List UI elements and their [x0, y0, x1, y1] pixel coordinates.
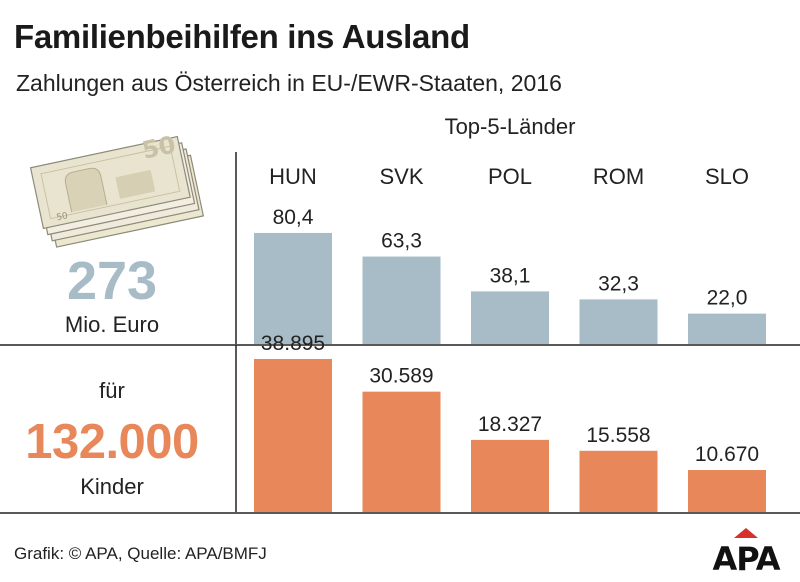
category-label-hun: HUN — [269, 164, 317, 189]
money-total: 273 — [66, 251, 158, 311]
kids-value-label-svk: 30.589 — [369, 365, 433, 388]
category-label-rom: ROM — [593, 164, 644, 189]
banknote-denomination: 50 — [140, 130, 178, 164]
category-label-pol: POL — [488, 164, 532, 189]
money-bar-hun — [254, 232, 332, 344]
kids-value-label-slo: 10.670 — [695, 443, 759, 466]
kids-bar-svk — [362, 391, 441, 512]
svg-text:APA: APA — [712, 540, 780, 576]
money-bar-rom — [579, 299, 658, 344]
kids-unit: Kinder — [80, 474, 144, 499]
source-credit: Grafik: © APA, Quelle: APA/BMFJ — [14, 544, 267, 563]
money-unit: Mio. Euro — [64, 312, 160, 337]
kids-value-label-rom: 15.558 — [586, 424, 650, 447]
chart-subtitle: Zahlungen aus Österreich in EU-/EWR-Staa… — [16, 70, 562, 96]
kids-bar-rom — [579, 450, 658, 512]
kids-bar-pol — [471, 439, 549, 512]
category-label-slo: SLO — [705, 164, 749, 189]
kids-value-label-pol: 18.327 — [478, 413, 542, 436]
category-label-svk: SVK — [379, 164, 423, 189]
kids-value-label-hun: 38.895 — [261, 332, 325, 355]
money-bar-svk — [362, 256, 441, 344]
top-countries-label: Top-5-Länder — [444, 114, 576, 139]
money-value-label-hun: 80,4 — [273, 206, 314, 229]
banknote-stack-icon: 50 50 — [30, 130, 205, 248]
apa-logo: APA — [712, 528, 782, 576]
money-bar-pol — [471, 291, 549, 344]
svg-text:50: 50 — [56, 211, 70, 223]
money-value-label-slo: 22,0 — [707, 287, 748, 310]
money-value-label-svk: 63,3 — [381, 230, 422, 253]
chart-title: Familienbeihilfen ins Ausland — [14, 18, 470, 55]
kids-total: 132.000 — [25, 415, 199, 469]
kids-bar-hun — [254, 358, 332, 512]
money-bar-slo — [688, 313, 766, 344]
money-value-label-rom: 32,3 — [598, 272, 639, 295]
kids-prefix: für — [99, 378, 125, 403]
money-value-label-pol: 38,1 — [490, 264, 531, 287]
kids-bar-slo — [688, 470, 766, 512]
